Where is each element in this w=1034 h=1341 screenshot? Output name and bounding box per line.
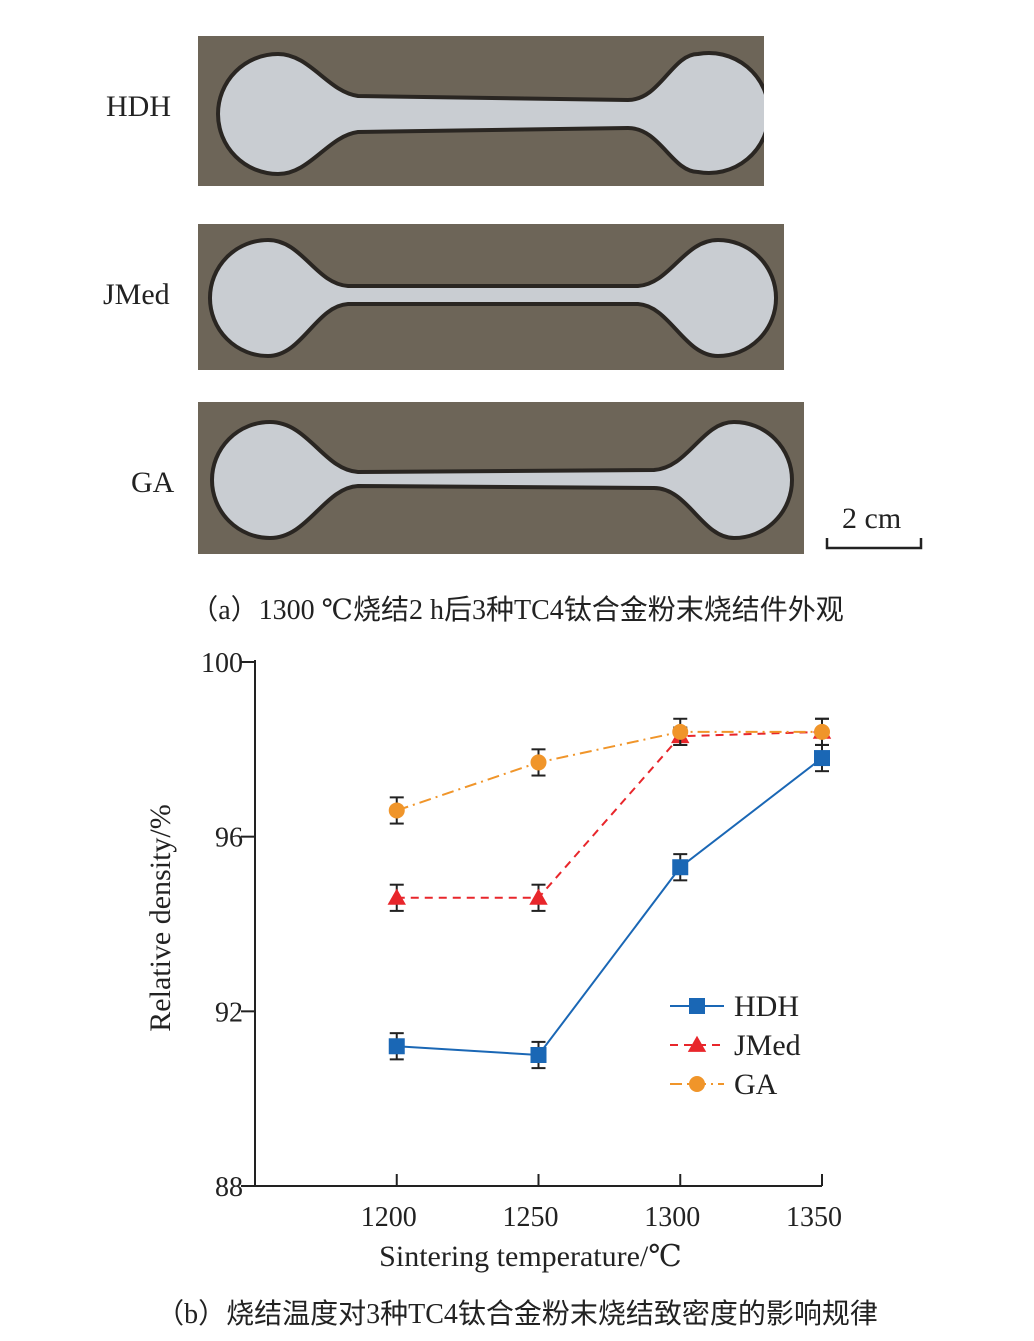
- specimen-label-ga: GA: [131, 466, 175, 499]
- caption-a: （a）1300 ℃烧结2 h后3种TC4钛合金粉末烧结件外观: [190, 595, 844, 626]
- y-tick-label: 92: [215, 997, 243, 1028]
- legend-item-ga: GA: [670, 1068, 778, 1101]
- specimen-label-hdh: HDH: [106, 90, 171, 123]
- dogbone-specimen: [216, 51, 764, 177]
- x-axis-title: Sintering temperature/℃: [379, 1240, 682, 1273]
- series-line: [396, 730, 823, 899]
- dogbone-specimen: [208, 237, 778, 359]
- chart-axes: 88 92 96 100 1200 1250 1300 1350 Sintering tempe…: [144, 648, 842, 1273]
- specimen-photo-hdh: [198, 36, 764, 186]
- legend-item-hdh: HDH: [670, 990, 799, 1023]
- scale-bar-label: 2 cm: [842, 502, 902, 535]
- dogbone-specimen: [210, 419, 794, 541]
- y-tick-label: 88: [215, 1172, 243, 1203]
- data-point: [672, 723, 689, 740]
- y-axis-title: Relative density/%: [144, 804, 177, 1031]
- legend-marker: [689, 998, 705, 1014]
- series-line: [396, 730, 822, 812]
- x-tick-label: 1300: [644, 1202, 700, 1233]
- x-tick-label: 1250: [503, 1202, 559, 1233]
- data-point: [814, 750, 830, 767]
- legend-label: JMed: [734, 1029, 801, 1062]
- legend-label: HDH: [734, 990, 799, 1023]
- legend-label: GA: [734, 1068, 778, 1101]
- data-point: [388, 1038, 405, 1055]
- chart-legend: HDH JMed GA: [670, 990, 801, 1101]
- series-line: [396, 757, 823, 1057]
- y-tick-label: 100: [201, 648, 243, 679]
- data-point: [388, 802, 405, 819]
- data-point: [387, 888, 406, 905]
- series-ga: [388, 717, 830, 825]
- data-point: [814, 723, 830, 740]
- data-point: [529, 888, 548, 905]
- legend-item-jmed: JMed: [670, 1029, 801, 1062]
- specimen-photo-jmed: [198, 224, 784, 370]
- specimen-label-jmed: JMed: [103, 278, 170, 311]
- x-tick-label: 1350: [786, 1202, 842, 1233]
- specimen-photo-ga: [198, 402, 804, 554]
- y-tick-label: 96: [215, 823, 243, 854]
- data-point: [530, 1047, 547, 1063]
- legend-marker: [687, 1035, 707, 1052]
- data-point: [672, 859, 689, 876]
- data-point: [530, 754, 547, 771]
- chart-series: [387, 717, 832, 1070]
- relative-density-chart: 88 92 96 100 1200 1250 1300 1350 Sintering tempe…: [144, 648, 842, 1273]
- scale-bar: [825, 538, 923, 550]
- caption-b: （b）烧结温度对3种TC4钛合金粉末烧结致密度的影响规律: [156, 1299, 878, 1330]
- series-hdh: [388, 743, 830, 1070]
- legend-marker: [689, 1076, 705, 1092]
- x-tick-label: 1200: [361, 1202, 417, 1233]
